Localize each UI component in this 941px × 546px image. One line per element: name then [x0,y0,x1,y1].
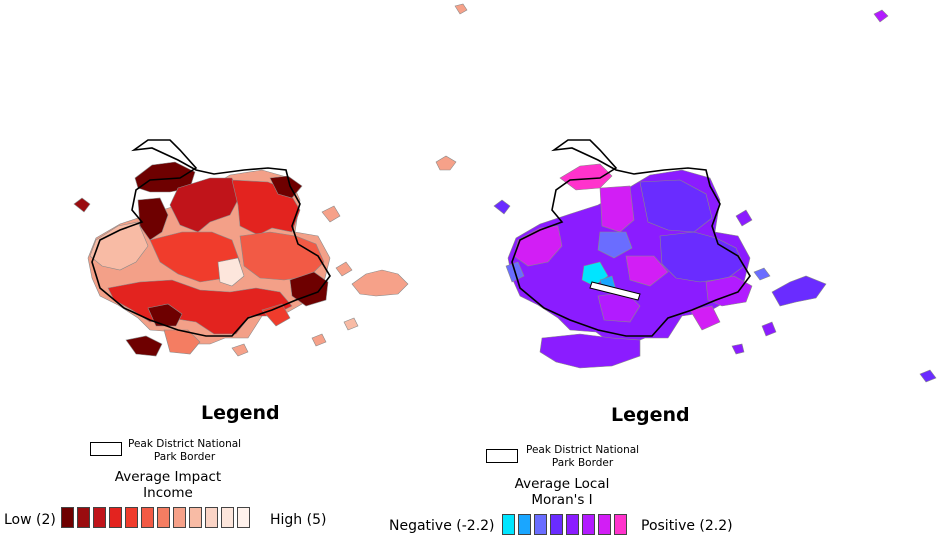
right-outlier-top [873,9,889,23]
left-ramp-swatch-5 [125,507,138,528]
right-ramp-swatch-5 [566,514,579,535]
right-outlier-s [731,343,745,355]
right-outlier-se [761,321,777,337]
right-map-regions [493,9,937,383]
right-region-w [513,225,563,267]
left-ramp-swatch-6 [141,507,154,528]
left-outlier-nw [73,197,91,213]
left-ramp-swatch-10 [205,507,218,528]
right-low-label: Negative (-2.2) [389,518,495,534]
left-region-sw-dark [125,335,163,357]
right-region-center-mag [625,255,669,287]
right-white-streak [589,281,641,301]
left-legend-title: Legend [201,402,280,424]
left-border-label-line2: Park Border [153,451,216,463]
right-ramp-swatch-2 [518,514,531,535]
right-outlier-far-e [919,369,937,383]
right-ramp-swatch-7 [598,514,611,535]
right-color-ramp [502,514,630,535]
right-outlier-e1 [735,209,753,227]
left-ramp-swatch-12 [237,507,250,528]
right-ramp-swatch-1 [502,514,515,535]
left-map-regions [73,3,468,357]
left-ramp-swatch-3 [93,507,106,528]
right-border-label-line2: Park Border [551,457,614,469]
right-region-south [539,333,641,369]
left-ramp-swatch-11 [221,507,234,528]
left-variable-line1: Average Impact [114,469,222,485]
left-park-border [91,139,331,337]
right-region-se [705,275,753,307]
left-region-ssw [163,329,201,355]
right-outlier-nw [493,199,511,215]
impact-income-map [73,3,468,357]
left-region-east [239,231,325,281]
morans-i-map [493,9,937,383]
left-park-border-swatch [90,442,122,456]
left-color-ramp [61,507,253,528]
left-high-label: High (5) [270,512,327,528]
right-ramp-swatch-6 [582,514,595,535]
left-ramp-swatch-2 [77,507,90,528]
left-outlier-s1 [311,333,327,347]
left-low-label: Low (2) [4,512,56,528]
right-ramp-swatch-8 [614,514,627,535]
right-variable-line1: Average Local [514,476,610,492]
left-border-label-line1: Peak District National [128,438,242,450]
left-outlier-e3 [351,269,409,297]
right-legend-title: Legend [611,404,690,426]
left-outlier-se [343,317,359,331]
right-border-label: Peak District National Park Border [526,444,639,470]
left-variable-line2: Income [143,485,193,501]
right-region-center-blue [597,231,633,259]
right-border-label-line1: Peak District National [526,444,640,456]
right-ramp-swatch-4 [550,514,563,535]
left-outlier-s2 [231,343,249,357]
right-variable-title: Average Local Moran's I [502,476,622,508]
right-park-border [511,139,751,337]
left-outlier-ne [435,155,457,171]
left-ramp-swatch-1 [61,507,74,528]
right-outlier-e2 [753,267,771,281]
left-border-label: Peak District National Park Border [128,438,241,464]
right-region-ne [639,179,713,233]
left-region-south-dark [147,303,183,327]
right-high-label: Positive (2.2) [641,518,733,534]
left-region-se-dark [289,271,329,307]
right-outlier-e3 [771,275,827,307]
right-region-north-center [599,185,635,233]
left-outlier-top [454,3,468,15]
right-region-se2 [689,305,721,331]
left-variable-title: Average Impact Income [108,469,228,501]
left-region-se-red [261,303,291,327]
left-ramp-swatch-8 [173,507,186,528]
left-ramp-swatch-4 [109,507,122,528]
left-region-north-red [169,177,241,233]
right-park-border-swatch [486,449,518,463]
left-region-w-dark [137,197,169,241]
left-outlier-e1 [321,205,341,223]
right-region-north [559,163,613,191]
left-region-center-pale [217,257,245,287]
left-ramp-swatch-7 [157,507,170,528]
right-ramp-swatch-3 [534,514,547,535]
right-variable-line2: Moran's I [531,492,593,508]
left-outlier-e2 [335,261,353,277]
right-region-east [659,231,745,283]
left-ramp-swatch-9 [189,507,202,528]
left-region-west-light [89,221,149,271]
